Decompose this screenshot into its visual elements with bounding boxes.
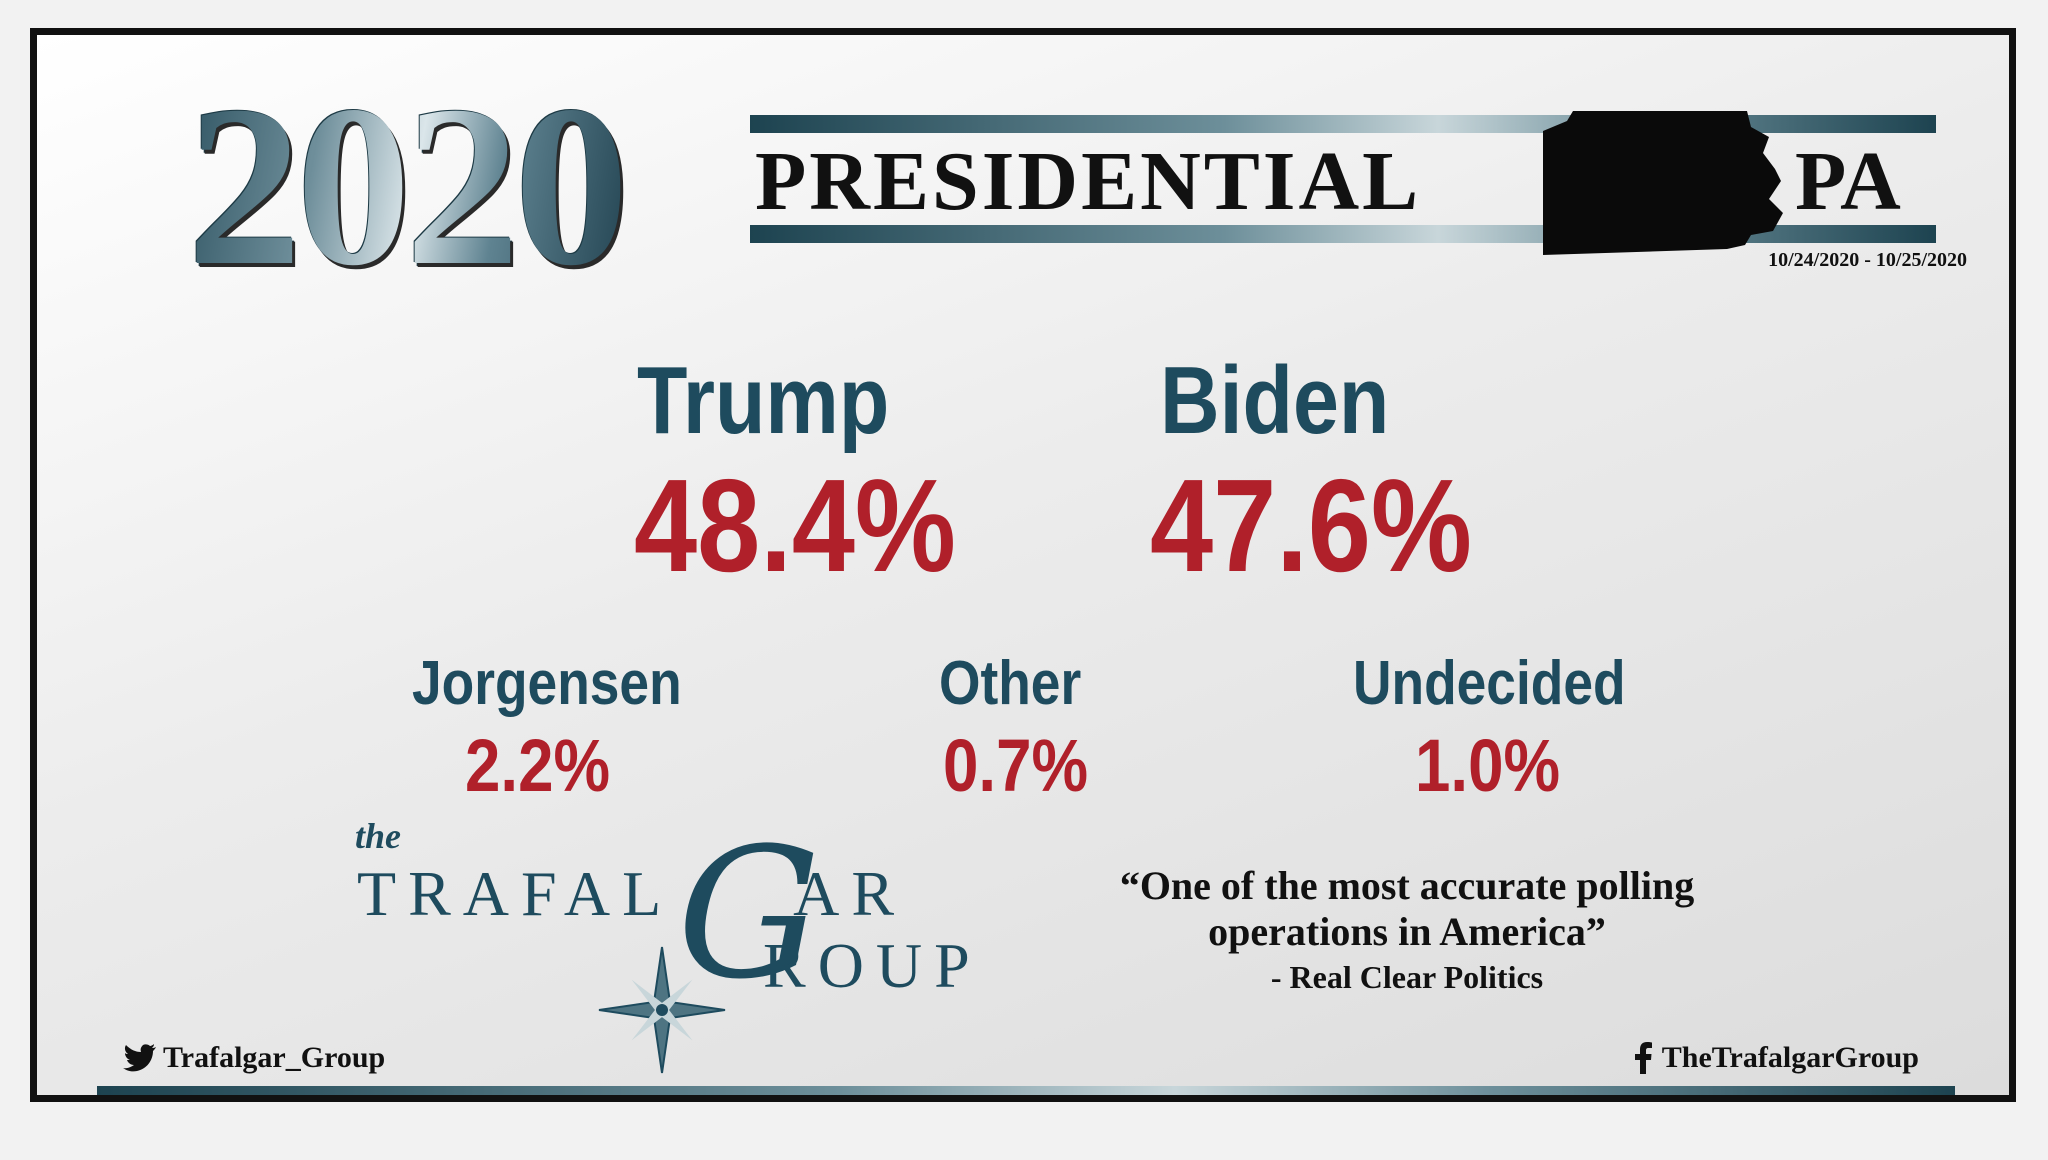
candidate-value-biden: 47.6% xyxy=(1150,452,1472,599)
twitter-handle: Trafalgar_Group xyxy=(163,1041,386,1074)
poll-dates: 10/24/2020 - 10/25/2020 xyxy=(1768,249,1967,271)
logo-script-g: G xyxy=(677,810,821,1019)
facebook-handle: TheTrafalgarGroup xyxy=(1661,1041,1919,1074)
logo-ar-text: AR xyxy=(793,858,907,929)
pennsylvania-map-icon xyxy=(1543,111,1783,255)
candidate-name-biden: Biden xyxy=(1160,347,1390,454)
twitter-link[interactable]: Trafalgar_Group xyxy=(123,1041,385,1075)
candidate-value-undecided: 1.0% xyxy=(1415,724,1561,807)
candidate-name-undecided: Undecided xyxy=(1353,649,1626,718)
state-label: PA xyxy=(1795,135,1901,228)
candidate-value-trump: 48.4% xyxy=(634,452,956,599)
facebook-f-icon xyxy=(1634,1042,1652,1074)
headline-title: PRESIDENTIAL xyxy=(755,135,1422,228)
candidate-value-jorgensen: 2.2% xyxy=(465,724,611,807)
candidate-name-jorgensen: Jorgensen xyxy=(412,649,682,718)
quote-source: - Real Clear Politics xyxy=(1270,959,1544,995)
facebook-link[interactable]: TheTrafalgarGroup xyxy=(1634,1041,1919,1075)
logo-roup: ROUP xyxy=(763,930,982,1001)
logo-the: the xyxy=(355,816,402,856)
quote-text: “One of the most accurate polling operat… xyxy=(1119,863,1695,954)
candidate-name-trump: Trump xyxy=(637,347,890,454)
poll-graphic: 2020 PRESIDENTIAL PA 10/24/2020 - 10/25/… xyxy=(30,28,2016,1102)
logo-trafal-text: TRAFAL xyxy=(357,858,674,929)
logo-trafal: TRAFAL AR xyxy=(357,857,906,931)
compass-star-icon xyxy=(598,946,726,1074)
twitter-bird-icon xyxy=(123,1044,156,1072)
candidate-value-other: 0.7% xyxy=(943,724,1089,807)
year-heading: 2020 xyxy=(187,58,629,313)
footer-stripe xyxy=(97,1086,1955,1095)
candidate-name-other: Other xyxy=(939,649,1082,718)
